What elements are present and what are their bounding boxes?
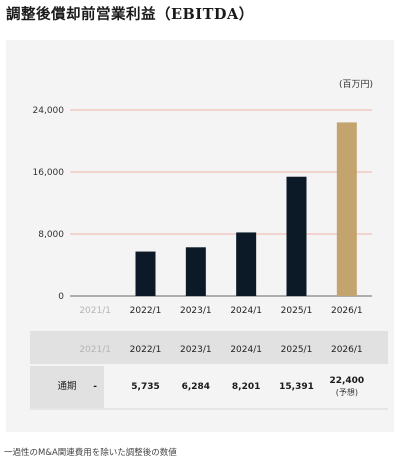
bar bbox=[236, 232, 257, 296]
table-value-cell: 5,735 bbox=[131, 382, 159, 392]
page-title: 調整後償却前営業利益（EBITDA） bbox=[6, 6, 254, 23]
bar bbox=[286, 176, 307, 296]
y-tick-label: 16,000 bbox=[33, 168, 65, 178]
table-value-cell: 22,400 bbox=[329, 376, 364, 386]
bar bbox=[185, 247, 206, 296]
bar bbox=[135, 251, 156, 296]
forecast-bar bbox=[336, 122, 357, 297]
table-header-cell: 2026/1 bbox=[331, 345, 363, 355]
unit-label: (百万円) bbox=[339, 79, 373, 90]
table-header-cell: 2021/1 bbox=[79, 345, 111, 355]
table-header-cell: 2022/1 bbox=[130, 345, 162, 355]
table-header-cell: 2023/1 bbox=[180, 345, 212, 355]
x-tick-label: 2023/1 bbox=[180, 306, 212, 316]
footnote: 一過性のM&A関連費用を除いた調整後の数値 bbox=[4, 448, 177, 458]
y-tick-label: 0 bbox=[58, 292, 64, 302]
table-value-cell: 15,391 bbox=[279, 382, 314, 392]
table-header-cell: 2025/1 bbox=[281, 345, 313, 355]
table-row-label: 通期 bbox=[57, 381, 76, 392]
table-value-cell: 6,284 bbox=[182, 382, 210, 392]
y-tick-label: 8,000 bbox=[38, 230, 64, 240]
table-value-cell: - bbox=[93, 382, 97, 392]
x-tick-label: 2024/1 bbox=[230, 306, 262, 316]
x-tick-label: 2025/1 bbox=[281, 306, 313, 316]
table-header-cell: 2024/1 bbox=[230, 345, 262, 355]
x-tick-label: 2022/1 bbox=[130, 306, 162, 316]
table-row-label-cell bbox=[30, 366, 104, 408]
forecast-note: (予想) bbox=[336, 387, 358, 397]
x-tick-label: 2021/1 bbox=[79, 306, 111, 316]
x-tick-label: 2026/1 bbox=[331, 306, 363, 316]
table-header-row bbox=[30, 331, 388, 364]
table-value-cell: 8,201 bbox=[232, 382, 260, 392]
y-tick-label: 24,000 bbox=[33, 106, 65, 116]
